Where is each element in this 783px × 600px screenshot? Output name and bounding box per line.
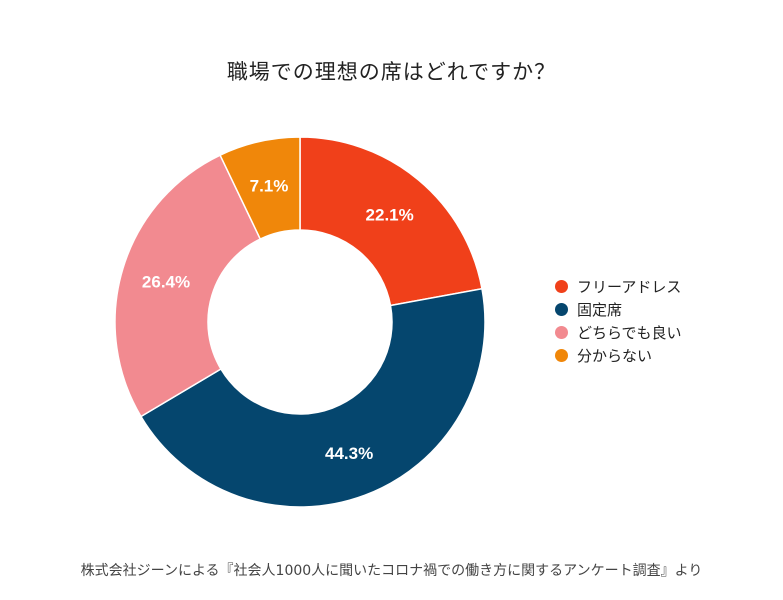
legend-marker-0 — [555, 280, 568, 293]
legend-label-3: 分からない — [577, 347, 653, 365]
legend-item-2: どちらでも良い — [555, 321, 682, 344]
legend-label-1: 固定席 — [577, 301, 623, 319]
legend-marker-3 — [555, 349, 568, 362]
legend-item-1: 固定席 — [555, 298, 682, 321]
legend-marker-1 — [555, 303, 568, 316]
legend-item-3: 分からない — [555, 344, 682, 367]
donut-slice-2 — [114, 154, 262, 418]
slice-label-0: 22.1% — [366, 205, 414, 224]
legend-label-2: どちらでも良い — [577, 324, 682, 342]
donut-slice-0 — [299, 136, 483, 307]
legend: フリーアドレス 固定席どちらでも良い 分からない — [555, 275, 682, 367]
legend-label-0: フリーアドレス — [577, 278, 682, 296]
chart-title: 職場での理想の席はどれですか？ — [226, 60, 557, 84]
legend-marker-2 — [555, 326, 568, 339]
source-footnote: 株式会社ジーンによる『社会人1000人に聞いたコロナ禍での働き方に関するアンケー… — [80, 563, 703, 579]
slice-label-1: 44.3% — [325, 444, 373, 463]
slice-label-2: 26.4% — [142, 272, 190, 291]
donut-slice-1 — [139, 287, 486, 508]
slice-label-3: 7.1% — [250, 176, 289, 195]
legend-item-0: フリーアドレス — [555, 275, 682, 298]
donut-slice-3 — [219, 136, 301, 241]
